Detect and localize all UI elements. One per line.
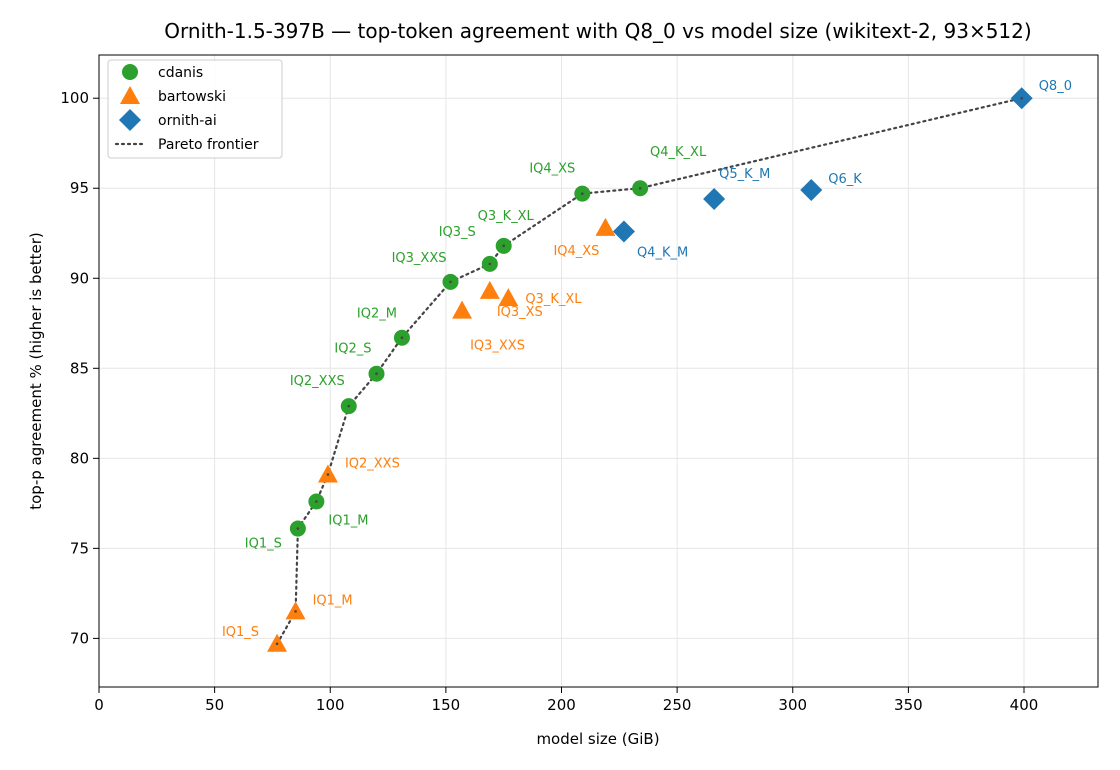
point-label: IQ1_M xyxy=(328,514,368,529)
x-tick-label: 100 xyxy=(316,696,345,714)
point-labels: IQ1_SIQ1_MIQ2_XXSIQ2_SIQ2_MIQ3_XXSIQ3_SQ… xyxy=(222,79,1072,640)
legend-swatch xyxy=(119,109,141,131)
point-label: Q3_K_XL xyxy=(478,209,535,224)
frontier-vertex xyxy=(326,473,330,476)
frontier-vertex xyxy=(315,500,318,503)
y-tick-label: 95 xyxy=(70,179,89,197)
x-axis-label: model size (GiB) xyxy=(536,730,659,748)
grid xyxy=(98,55,1098,687)
bartowski-point xyxy=(452,300,473,319)
frontier-vertex xyxy=(400,336,404,339)
point-label: IQ2_M xyxy=(357,307,397,322)
frontier-vertex xyxy=(275,642,279,646)
x-tick-label: 300 xyxy=(778,696,807,714)
y-axis-label: top-p agreement % (higher is better) xyxy=(27,232,45,510)
chart-title: Ornith-1.5-397B — top-token agreement wi… xyxy=(164,19,1031,43)
x-tick-label: 200 xyxy=(547,696,576,714)
frontier-vertex xyxy=(502,244,505,248)
y-tick-label: 85 xyxy=(70,359,89,377)
point-label: IQ3_XXS xyxy=(470,339,525,354)
bartowski-point xyxy=(595,217,616,236)
x-tick-label: 250 xyxy=(663,696,692,714)
point-label: IQ3_S xyxy=(439,225,476,240)
point-label: IQ2_S xyxy=(334,342,371,357)
point-label: IQ2_XXS xyxy=(345,457,400,472)
frontier-vertex xyxy=(449,280,452,284)
point-label: Q5_K_M xyxy=(719,167,770,182)
axis-ticks: 0 50 100 150 200 250 300 350 400 70 75 80 85 90 95 100 xyxy=(60,89,1038,714)
point-label: Q8_0 xyxy=(1039,79,1072,94)
y-tick-label: 80 xyxy=(70,449,89,467)
point-label: IQ3_XXS xyxy=(392,251,447,266)
point-label: IQ4_XS xyxy=(553,244,599,259)
frontier-vertex xyxy=(1020,96,1023,100)
legend-swatch xyxy=(122,64,138,80)
x-tick-label: 50 xyxy=(205,696,224,714)
ornith-ai-point xyxy=(612,220,635,243)
pareto-frontier-line xyxy=(276,97,1023,645)
y-tick-label: 75 xyxy=(70,539,89,557)
legend-box xyxy=(107,59,283,159)
legend: cdanis bartowski ornith-ai Pareto frontier xyxy=(107,59,283,159)
point-label: Q4_K_M xyxy=(637,245,688,260)
point-label: Q3_K_XL xyxy=(525,292,582,307)
bartowski-point xyxy=(479,280,500,299)
legend-label: cdanis xyxy=(158,65,203,81)
frontier-vertex xyxy=(581,192,584,195)
plot-frame xyxy=(98,54,1099,688)
frontier-vertex xyxy=(638,186,642,190)
frontier-vertex xyxy=(375,372,378,376)
pareto-frontier-path xyxy=(276,97,1023,645)
point-label: IQ1_S xyxy=(245,537,282,552)
frontier-vertex xyxy=(347,404,351,408)
y-tick-label: 100 xyxy=(60,89,89,107)
x-tick-label: 350 xyxy=(894,696,923,714)
point-label: IQ3_XS xyxy=(497,305,543,320)
legend-label: ornith-ai xyxy=(158,113,217,129)
data-points xyxy=(267,87,1033,652)
frontier-vertex xyxy=(294,610,297,613)
bartowski-point xyxy=(498,288,519,307)
y-tick-label: 90 xyxy=(70,269,89,287)
point-label: IQ2_XXS xyxy=(290,374,345,389)
point-label: IQ4_XS xyxy=(529,162,575,177)
frontier-vertex xyxy=(488,262,492,266)
x-tick-label: 150 xyxy=(432,696,461,714)
legend-swatch xyxy=(120,86,140,104)
ornith-ai-point xyxy=(703,188,726,211)
point-label: Q6_K xyxy=(828,172,862,187)
point-label: Q4_K_XL xyxy=(650,145,707,160)
x-tick-label: 0 xyxy=(94,696,104,714)
point-label: IQ1_S xyxy=(222,625,259,640)
point-label: IQ1_M xyxy=(313,593,353,608)
legend-label: Pareto frontier xyxy=(158,137,259,153)
y-tick-label: 70 xyxy=(70,629,89,647)
ornith-ai-point xyxy=(800,179,823,202)
legend-label: bartowski xyxy=(158,89,226,105)
x-tick-label: 400 xyxy=(1010,696,1039,714)
frontier-vertex xyxy=(296,527,300,530)
